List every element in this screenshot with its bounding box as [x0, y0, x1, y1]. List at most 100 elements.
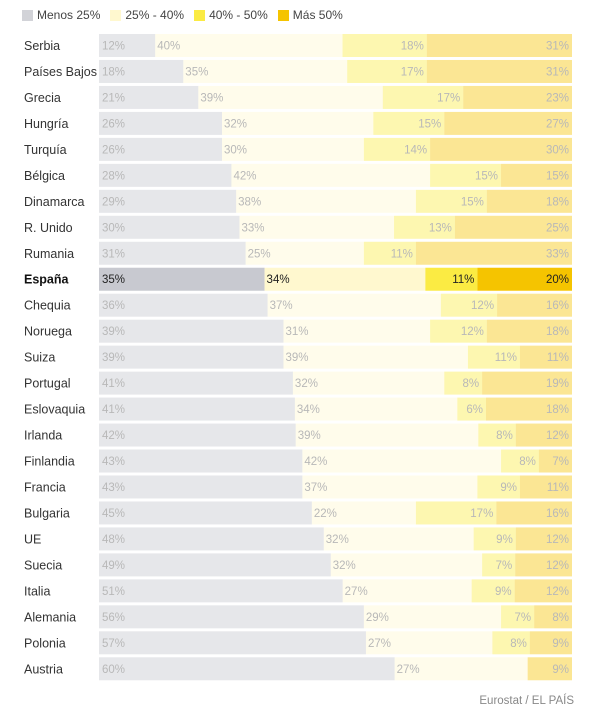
legend-label-menos-25: Menos 25% [37, 8, 101, 22]
bar-segment-francia-4 [519, 475, 572, 499]
data-label-francia-4: 11% [547, 482, 569, 494]
data-label-austria-1: 60% [102, 664, 125, 676]
bar-row-francia: Francia 43% 37% 9% 11% [24, 475, 572, 499]
bar-row-finlandia: Finlandia 43% 42% 8% 7% [24, 449, 572, 473]
bar-row-espana: España 35% 34% 11% 20% [24, 267, 572, 291]
bar-segment-noruega-1 [99, 319, 284, 343]
data-label-austria-2: 27% [397, 664, 420, 676]
bar-segment-eslovaquia-3 [457, 397, 486, 421]
bar-segment-ue-4 [515, 527, 572, 551]
bar-segment-austria-4 [527, 657, 572, 681]
data-label-italia-4: 12% [546, 586, 569, 598]
data-label-ue-1: 48% [102, 534, 125, 546]
data-label-espana-3: 11% [452, 274, 474, 286]
bar-row-noruega: Noruega 39% 31% 12% 18% [24, 319, 572, 343]
bar-segment-polonia-3 [492, 631, 530, 655]
bar-segment-suiza-3 [467, 345, 520, 369]
bar-segment-finlandia-4 [538, 449, 572, 473]
data-label-bulgaria-1: 45% [102, 508, 125, 520]
data-label-irlanda-3: 8% [496, 430, 513, 442]
bar-segment-hungria-4 [444, 111, 572, 135]
bar-row-suecia: Suecia 49% 32% 7% 12% [24, 553, 572, 577]
data-label-serbia-3: 18% [401, 41, 424, 53]
bar-segment-italia-1 [99, 579, 343, 603]
bar-row-ue: UE 48% 32% 9% 12% [24, 527, 572, 551]
data-label-suecia-3: 7% [496, 560, 513, 572]
data-label-r-unido-3: 13% [429, 222, 452, 234]
country-label-chequia: Chequia [24, 299, 71, 313]
data-label-grecia-4: 23% [546, 92, 569, 104]
country-label-turquia: Turquía [24, 143, 67, 157]
data-label-noruega-3: 12% [461, 326, 484, 338]
bar-segment-paises-bajos-1 [99, 59, 184, 83]
data-label-chequia-1: 36% [102, 300, 125, 312]
source-credit: Eurostat / EL PAÍS [479, 695, 574, 707]
bar-segment-paises-bajos-4 [426, 59, 572, 83]
bar-segment-francia-2 [302, 475, 478, 499]
country-label-noruega: Noruega [24, 325, 72, 339]
legend-item-mas-50: Más 50% [277, 8, 343, 22]
country-label-belgica: Bélgica [24, 169, 65, 183]
bar-segment-r-unido-3 [394, 215, 455, 239]
bar-segment-belgica-1 [99, 163, 232, 187]
data-label-suecia-4: 12% [546, 560, 569, 572]
country-label-dinamarca: Dinamarca [24, 195, 84, 209]
bar-segment-rumania-2 [245, 241, 364, 265]
data-label-turquia-3: 14% [404, 144, 427, 156]
bar-segment-rumania-3 [363, 241, 416, 265]
legend-item-25-40: 25% - 40% [110, 8, 184, 22]
data-label-alemania-2: 29% [366, 612, 389, 624]
country-label-portugal: Portugal [24, 377, 71, 391]
stacked-bar-chart: Serbia 12% 40% 18% 31% Países Bajos 18% 35% 17% 3… [24, 34, 572, 681]
legend-item-menos-25: Menos 25% [22, 8, 100, 22]
data-label-finlandia-4: 7% [552, 456, 569, 468]
bar-row-turquia: Turquía 26% 30% 14% 30% [24, 137, 572, 161]
bar-row-dinamarca: Dinamarca 29% 38% 15% 18% [24, 189, 572, 213]
bar-segment-espana-2 [264, 267, 426, 291]
bar-segment-portugal-3 [444, 371, 483, 395]
legend-swatch-25-40 [110, 9, 122, 21]
data-label-ue-4: 12% [546, 534, 569, 546]
bar-segment-belgica-4 [501, 163, 572, 187]
data-label-grecia-2: 39% [200, 92, 223, 104]
bar-segment-polonia-4 [529, 631, 572, 655]
data-label-alemania-3: 7% [515, 612, 532, 624]
bar-row-grecia: Grecia 21% 39% 17% 23% [24, 85, 572, 109]
bar-segment-polonia-1 [99, 631, 366, 655]
country-label-irlanda: Irlanda [24, 429, 62, 443]
data-label-eslovaquia-1: 41% [102, 404, 125, 416]
data-label-serbia-1: 12% [102, 41, 125, 53]
data-label-italia-2: 27% [345, 586, 368, 598]
data-label-ue-2: 32% [326, 534, 349, 546]
data-label-alemania-4: 8% [552, 612, 569, 624]
bar-segment-suecia-2 [330, 553, 483, 577]
bar-segment-finlandia-3 [501, 449, 539, 473]
data-label-paises-bajos-3: 17% [401, 66, 424, 78]
data-label-suiza-1: 39% [102, 352, 125, 364]
data-label-hungria-4: 27% [546, 118, 569, 130]
bar-segment-ue-3 [473, 527, 516, 551]
bar-row-portugal: Portugal 41% 32% 8% 19% [24, 371, 572, 395]
bar-segment-noruega-2 [283, 319, 431, 343]
data-label-dinamarca-1: 29% [102, 196, 125, 208]
data-label-suiza-3: 11% [495, 352, 517, 364]
data-label-polonia-1: 57% [102, 638, 125, 650]
bar-segment-eslovaquia-4 [486, 397, 572, 421]
bar-segment-portugal-1 [99, 371, 293, 395]
bar-segment-paises-bajos-2 [183, 59, 348, 83]
data-label-austria-4: 9% [552, 664, 569, 676]
bar-segment-francia-3 [477, 475, 520, 499]
bar-row-rumania: Rumania 31% 25% 11% 33% [24, 241, 572, 265]
data-label-francia-2: 37% [304, 482, 327, 494]
data-label-dinamarca-2: 38% [238, 196, 261, 208]
bar-segment-espana-3 [425, 267, 478, 291]
data-label-eslovaquia-4: 18% [546, 404, 569, 416]
bar-segment-finlandia-2 [302, 449, 502, 473]
data-label-hungria-2: 32% [224, 118, 247, 130]
data-label-espana-2: 34% [267, 274, 290, 286]
country-label-alemania: Alemania [24, 610, 76, 624]
bar-segment-paises-bajos-3 [347, 59, 427, 83]
data-label-francia-3: 9% [500, 482, 517, 494]
data-label-italia-1: 51% [102, 586, 125, 598]
data-label-polonia-4: 9% [552, 638, 569, 650]
